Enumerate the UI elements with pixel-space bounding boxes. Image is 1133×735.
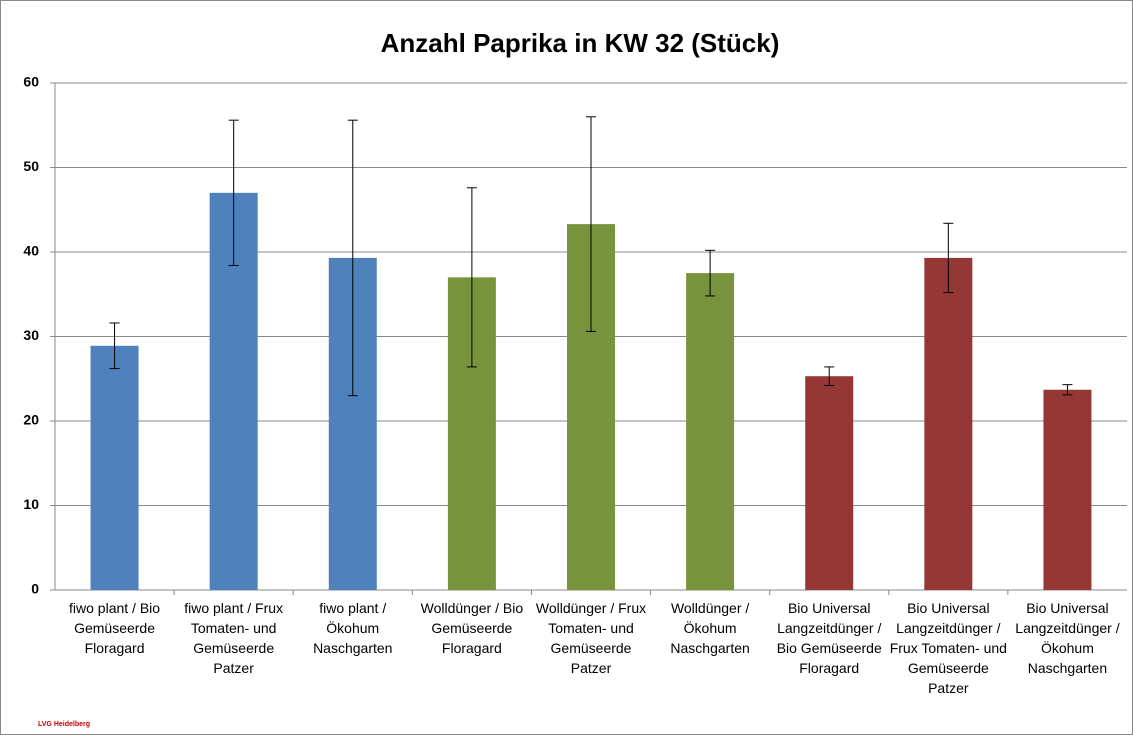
x-tick-label: fiwo plant / Ökohum Naschgarten [313, 600, 393, 656]
y-tick-label: 20 [23, 412, 39, 428]
y-tick-label: 40 [23, 243, 39, 259]
y-tick-label: 50 [23, 158, 39, 174]
x-tick-label: Wolldünger / Bio Gemüseerde Floragard [420, 600, 524, 656]
bar [1043, 389, 1092, 590]
x-tick-label: Wolldünger / Ökohum Naschgarten [670, 600, 750, 656]
logo: LVG Heidelberg [38, 721, 90, 728]
x-tick-label: Bio Universal Langzeitdünger / Bio Gemüs… [776, 600, 882, 676]
y-tick-label: 10 [23, 496, 39, 512]
chart-title: Anzahl Paprika in KW 32 (Stück) [381, 28, 780, 58]
x-tick-label: Bio Universal Langzeitdünger / Ökohum Na… [1015, 600, 1120, 676]
bar [924, 257, 973, 590]
bar [90, 345, 139, 590]
y-tick-label: 0 [31, 581, 39, 597]
x-tick-label: Wolldünger / Frux Tomaten- und Gemüseerd… [535, 600, 647, 676]
y-tick-label: 30 [23, 327, 39, 343]
x-tick-label: Bio Universal Langzeitdünger / Frux Toma… [889, 600, 1007, 696]
bar [686, 273, 735, 590]
x-tick-label: fiwo plant / Bio Gemüseerde Floragard [69, 600, 161, 656]
bar [805, 376, 854, 590]
y-tick-label: 60 [23, 74, 39, 90]
x-tick-label: fiwo plant / Frux Tomaten- und Gemüseerd… [184, 600, 284, 676]
